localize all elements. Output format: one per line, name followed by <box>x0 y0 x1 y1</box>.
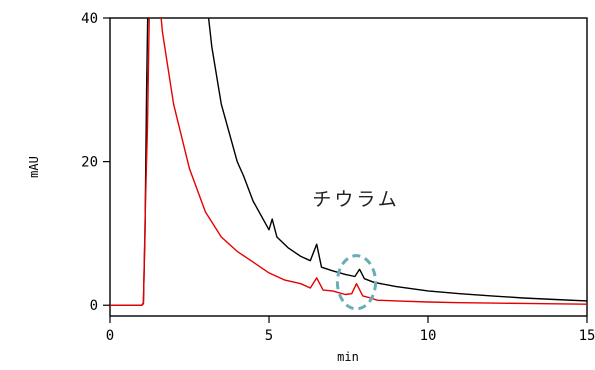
plot-area <box>110 18 587 306</box>
axis-ticks: 0 5 10 15 0 20 40 <box>81 11 595 344</box>
series-line-1 <box>110 18 587 306</box>
x-tick-label: 0 <box>106 328 114 344</box>
x-tick-label: 5 <box>265 328 273 344</box>
plot-frame <box>109 17 588 317</box>
annotation-circle <box>335 254 378 311</box>
series-line-0 <box>110 18 587 306</box>
y-tick-label: 0 <box>90 298 98 314</box>
x-axis-label: min <box>337 350 359 364</box>
y-tick-label: 40 <box>81 11 98 27</box>
y-axis-label: mAU <box>27 156 41 178</box>
y-tick-label: 20 <box>81 155 98 171</box>
x-tick-label: 15 <box>579 328 595 344</box>
annotation-label: チウラム <box>312 189 399 211</box>
x-tick-label: 10 <box>420 328 437 344</box>
